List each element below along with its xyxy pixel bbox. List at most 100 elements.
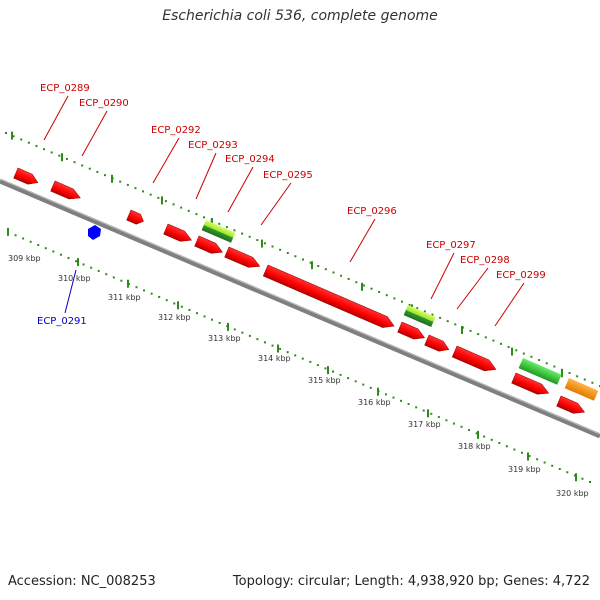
track-dot [324, 367, 327, 370]
track-dot [393, 297, 396, 300]
track-dot [233, 328, 236, 331]
track-dot [430, 412, 433, 415]
track-dot [520, 451, 523, 454]
gene-feature-red-a [511, 372, 550, 395]
track-dot [515, 349, 518, 352]
track-dot [538, 359, 541, 362]
gene-feature-ecp0289-shape [13, 167, 39, 185]
track-dot [195, 213, 198, 216]
axis-kbp-label: 317 kbp [408, 420, 441, 429]
track-dot [12, 135, 15, 138]
track-dot [492, 339, 495, 342]
reverse-tick-track [7, 231, 591, 483]
gene-leader-line [43, 95, 69, 141]
track-dot [500, 342, 502, 345]
gene-leader-line [64, 269, 77, 314]
gene-leader-line [494, 282, 525, 327]
track-dot [416, 307, 419, 310]
axis-kbp-label: 311 kbp [108, 293, 141, 302]
track-dot [188, 308, 191, 311]
gene-label-ecp_0289: ECP_0289 [40, 83, 90, 94]
track-dot [362, 383, 365, 386]
track-dot [150, 292, 153, 295]
track-dot [119, 180, 122, 183]
track-dot [551, 464, 554, 467]
gene-feature-ecp0298 [424, 334, 450, 352]
track-dot [566, 471, 569, 474]
track-dot [407, 403, 410, 406]
track-dot [263, 341, 266, 344]
track-dot [301, 357, 304, 360]
track-dot [522, 352, 525, 355]
gene-feature-ecp0296-shape [262, 264, 395, 328]
track-dot [82, 263, 85, 266]
track-dot [355, 281, 358, 284]
track-dot [120, 279, 123, 282]
track-dot [75, 260, 78, 263]
gene-label-ecp_0298: ECP_0298 [460, 255, 510, 266]
gene-label-ecp_0295: ECP_0295 [263, 170, 313, 181]
track-dot [490, 438, 493, 441]
track-dot [583, 378, 586, 381]
track-dot [58, 154, 61, 157]
genome-summary-text: Topology: circular; Length: 4,938,920 bp… [232, 574, 590, 589]
track-dot [112, 276, 115, 279]
track-dot [5, 132, 7, 134]
rna-feature-light-2 [403, 305, 436, 328]
track-dot [203, 315, 206, 318]
track-dot [553, 365, 556, 368]
track-dot [67, 256, 70, 259]
track-dot [431, 313, 434, 316]
gene-feature-red-b-shape [556, 395, 585, 414]
track-dot [22, 237, 25, 240]
track-dot [65, 157, 68, 160]
track-dot [81, 164, 84, 167]
track-dot [347, 277, 350, 280]
track-dot [271, 245, 274, 248]
gene-label-ecp_0292: ECP_0292 [151, 125, 201, 136]
gene-label-ecp_0296: ECP_0296 [347, 206, 397, 217]
track-dot [468, 429, 471, 432]
track-dot [143, 289, 146, 292]
track-dot [43, 148, 46, 151]
gene-feature-ecp0292 [126, 209, 144, 225]
track-dot [29, 240, 32, 243]
gene-label-ecp_0290: ECP_0290 [79, 98, 129, 109]
track-dot [384, 393, 387, 396]
track-dot [271, 344, 274, 347]
track-dot [35, 144, 38, 147]
gene-label-ecp_0299: ECP_0299 [496, 270, 546, 281]
track-dot [528, 455, 531, 458]
track-dot [218, 321, 221, 324]
track-dot [316, 364, 319, 367]
genome-backbone-highlight [0, 178, 600, 435]
track-dot [172, 203, 175, 206]
track-dot [180, 305, 183, 308]
track-dot [164, 200, 167, 203]
gene-leader-line [430, 252, 455, 300]
track-dot [20, 138, 23, 141]
track-dot [90, 266, 93, 269]
track-dot [530, 355, 533, 358]
gene-feature-ecp0289 [13, 167, 39, 185]
track-dot [469, 329, 472, 332]
track-dot [392, 396, 395, 399]
track-dot [484, 336, 487, 339]
other-feature-orange-shape [564, 378, 599, 401]
rna-feature-green-shape [518, 358, 562, 385]
track-dot [27, 141, 30, 144]
track-dot [446, 320, 449, 323]
track-dot [195, 312, 198, 315]
track-dot [591, 381, 594, 384]
track-dot [507, 346, 510, 349]
gene-leader-line [81, 110, 108, 157]
track-dot [248, 235, 251, 238]
track-dot [279, 347, 282, 350]
track-dot [50, 151, 53, 154]
track-dot [248, 334, 251, 337]
track-dot [339, 373, 342, 376]
gene-feature-ecp0297 [397, 321, 426, 340]
axis-kbp-label: 312 kbp [158, 313, 191, 322]
